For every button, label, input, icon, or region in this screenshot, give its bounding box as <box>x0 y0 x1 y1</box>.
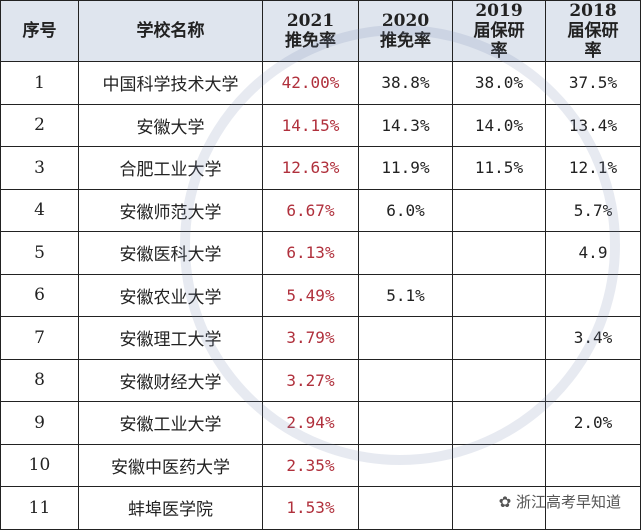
rate-2021-cell: 6.67% <box>262 188 359 232</box>
column-header: 学校名称 <box>78 0 263 62</box>
rate-2019-cell <box>452 273 546 317</box>
rate-2021-cell: 2.94% <box>262 401 359 445</box>
school-cell: 安徽理工大学 <box>78 316 263 360</box>
column-header: 序号 <box>0 0 79 62</box>
rate-2021-cell: 6.13% <box>262 231 359 275</box>
rank-cell: 7 <box>0 316 79 360</box>
rate-2019-cell <box>452 401 546 445</box>
column-header-label: 2021推免率 <box>285 11 336 51</box>
rate-2020-cell <box>358 231 453 275</box>
rate-2020-cell: 5.1% <box>358 273 453 317</box>
school-cell: 安徽工业大学 <box>78 401 263 445</box>
rate-2019-cell <box>452 443 546 487</box>
rank-cell: 1 <box>0 61 79 105</box>
table-row: 3 合肥工业大学 12.63% 11.9% 11.5% 12.1% <box>0 146 641 190</box>
table-row: 8 安徽财经大学 3.27% <box>0 358 641 402</box>
rate-2019-cell: 38.0% <box>452 61 546 105</box>
header-row: 序号 学校名称 2021推免率 2020推免率 2019届保研率 2018届保研率 <box>0 0 641 62</box>
rate-2020-cell <box>358 401 453 445</box>
school-cell: 安徽大学 <box>78 103 263 147</box>
watermark-text: ✿ 浙江高考早知道 <box>498 493 621 511</box>
rate-2021-cell: 14.15% <box>262 103 359 147</box>
rate-2019-cell <box>452 358 546 402</box>
column-header-label: 2019届保研率 <box>473 1 525 61</box>
rank-cell: 11 <box>0 486 79 530</box>
rate-2020-cell <box>358 316 453 360</box>
rate-2018-cell: 3.4% <box>545 316 641 360</box>
rate-2021-cell: 12.63% <box>262 146 359 190</box>
table-row: 10 安徽中医药大学 2.35% <box>0 443 641 487</box>
column-header: 2018届保研率 <box>545 0 641 62</box>
rate-2021-cell: 42.00% <box>262 61 359 105</box>
rate-2020-cell: 11.9% <box>358 146 453 190</box>
rate-2020-cell: 38.8% <box>358 61 453 105</box>
column-header-label: 序号 <box>22 21 57 41</box>
column-header: 2021推免率 <box>262 0 359 62</box>
school-cell: 中国科学技术大学 <box>78 61 263 105</box>
rate-2018-cell: 5.7% <box>545 188 641 232</box>
column-header-label: 2018届保研率 <box>567 1 619 61</box>
rate-2020-cell <box>358 443 453 487</box>
rate-2020-cell <box>358 358 453 402</box>
table-row: 6 安徽农业大学 5.49% 5.1% <box>0 273 641 317</box>
table-row: 4 安徽师范大学 6.67% 6.0% 5.7% <box>0 188 641 232</box>
school-cell: 安徽农业大学 <box>78 273 263 317</box>
column-header-label: 2020推免率 <box>380 11 431 51</box>
rank-cell: 3 <box>0 146 79 190</box>
rank-cell: 5 <box>0 231 79 275</box>
rate-2019-cell <box>452 316 546 360</box>
rate-2018-cell <box>545 358 641 402</box>
rank-cell: 8 <box>0 358 79 402</box>
rate-2018-cell: 2.0% <box>545 401 641 445</box>
table-row: 1 中国科学技术大学 42.00% 38.8% 38.0% 37.5% <box>0 61 641 105</box>
rate-2018-cell <box>545 443 641 487</box>
rate-2021-cell: 3.27% <box>262 358 359 402</box>
rank-cell: 4 <box>0 188 79 232</box>
rate-2019-cell <box>452 188 546 232</box>
rate-2019-cell: 14.0% <box>452 103 546 147</box>
rate-2018-cell <box>545 273 641 317</box>
school-cell: 安徽财经大学 <box>78 358 263 402</box>
school-cell: 合肥工业大学 <box>78 146 263 190</box>
rate-2021-cell: 1.53% <box>262 486 359 530</box>
rate-2020-cell <box>358 486 453 530</box>
rate-2021-cell: 5.49% <box>262 273 359 317</box>
wechat-icon: ✿ <box>498 493 516 511</box>
rate-2020-cell: 14.3% <box>358 103 453 147</box>
table-row: 9 安徽工业大学 2.94% 2.0% <box>0 401 641 445</box>
column-header: 2019届保研率 <box>452 0 546 62</box>
school-cell: 安徽医科大学 <box>78 231 263 275</box>
rank-cell: 6 <box>0 273 79 317</box>
rate-2019-cell: 11.5% <box>452 146 546 190</box>
column-header-label: 学校名称 <box>136 21 205 41</box>
column-header: 2020推免率 <box>358 0 453 62</box>
rate-2020-cell: 6.0% <box>358 188 453 232</box>
rank-cell: 9 <box>0 401 79 445</box>
school-cell: 安徽中医药大学 <box>78 443 263 487</box>
rate-2018-cell: 12.1% <box>545 146 641 190</box>
rank-cell: 2 <box>0 103 79 147</box>
rate-2018-cell: 37.5% <box>545 61 641 105</box>
school-cell: 蚌埠医学院 <box>78 486 263 530</box>
rate-2021-cell: 2.35% <box>262 443 359 487</box>
rank-cell: 10 <box>0 443 79 487</box>
table-row: 5 安徽医科大学 6.13% 4.9 <box>0 231 641 275</box>
rate-2021-cell: 3.79% <box>262 316 359 360</box>
rate-2018-cell: 13.4% <box>545 103 641 147</box>
rate-2018-cell: 4.9 <box>545 231 641 275</box>
school-cell: 安徽师范大学 <box>78 188 263 232</box>
rate-2019-cell <box>452 231 546 275</box>
table-row: 7 安徽理工大学 3.79% 3.4% <box>0 316 641 360</box>
table-row: 2 安徽大学 14.15% 14.3% 14.0% 13.4% <box>0 103 641 147</box>
